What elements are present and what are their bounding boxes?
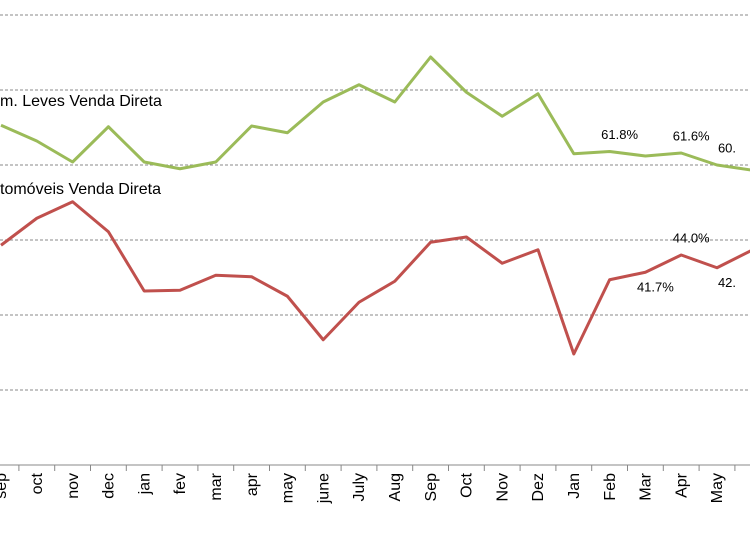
x-tick-label: Feb bbox=[602, 473, 619, 501]
x-tick-label: Apr bbox=[673, 472, 690, 498]
x-tick-label: mar bbox=[208, 472, 225, 500]
x-tick-label: may bbox=[280, 473, 297, 503]
x-tick-label: sep bbox=[0, 473, 10, 499]
x-tick-label: apr bbox=[244, 472, 261, 496]
series-name: m. Leves Venda Direta bbox=[0, 93, 162, 110]
series-line bbox=[0, 200, 750, 356]
x-tick-label: jan bbox=[136, 473, 153, 495]
value-label: 60. bbox=[718, 140, 736, 155]
value-label: 61.6% bbox=[673, 128, 710, 143]
value-label: 44.0% bbox=[673, 230, 710, 245]
x-tick-label: Sep bbox=[423, 473, 440, 502]
series-name: tomóveis Venda Direta bbox=[0, 181, 161, 198]
series-line bbox=[0, 55, 750, 172]
x-tick-label: Nov bbox=[494, 473, 511, 501]
x-tick-label: Oct bbox=[459, 472, 476, 497]
x-tick-label: Aug bbox=[387, 473, 404, 501]
x-tick-label: oct bbox=[29, 472, 46, 494]
x-tick-label: Jan bbox=[566, 473, 583, 499]
x-tick-label: Dez bbox=[530, 473, 547, 501]
x-tick-label: fev bbox=[172, 473, 189, 494]
x-tick-label: nov bbox=[65, 473, 82, 499]
x-tick-label: Mar bbox=[638, 472, 655, 500]
x-tick-label: July bbox=[351, 473, 368, 501]
value-label: 42. bbox=[718, 275, 736, 290]
value-label: 41.7% bbox=[637, 280, 674, 295]
x-tick-label: dec bbox=[101, 473, 118, 499]
x-tick-label: june bbox=[315, 473, 332, 504]
x-tick-label: May bbox=[709, 473, 726, 503]
value-label: 61.8% bbox=[601, 127, 638, 142]
